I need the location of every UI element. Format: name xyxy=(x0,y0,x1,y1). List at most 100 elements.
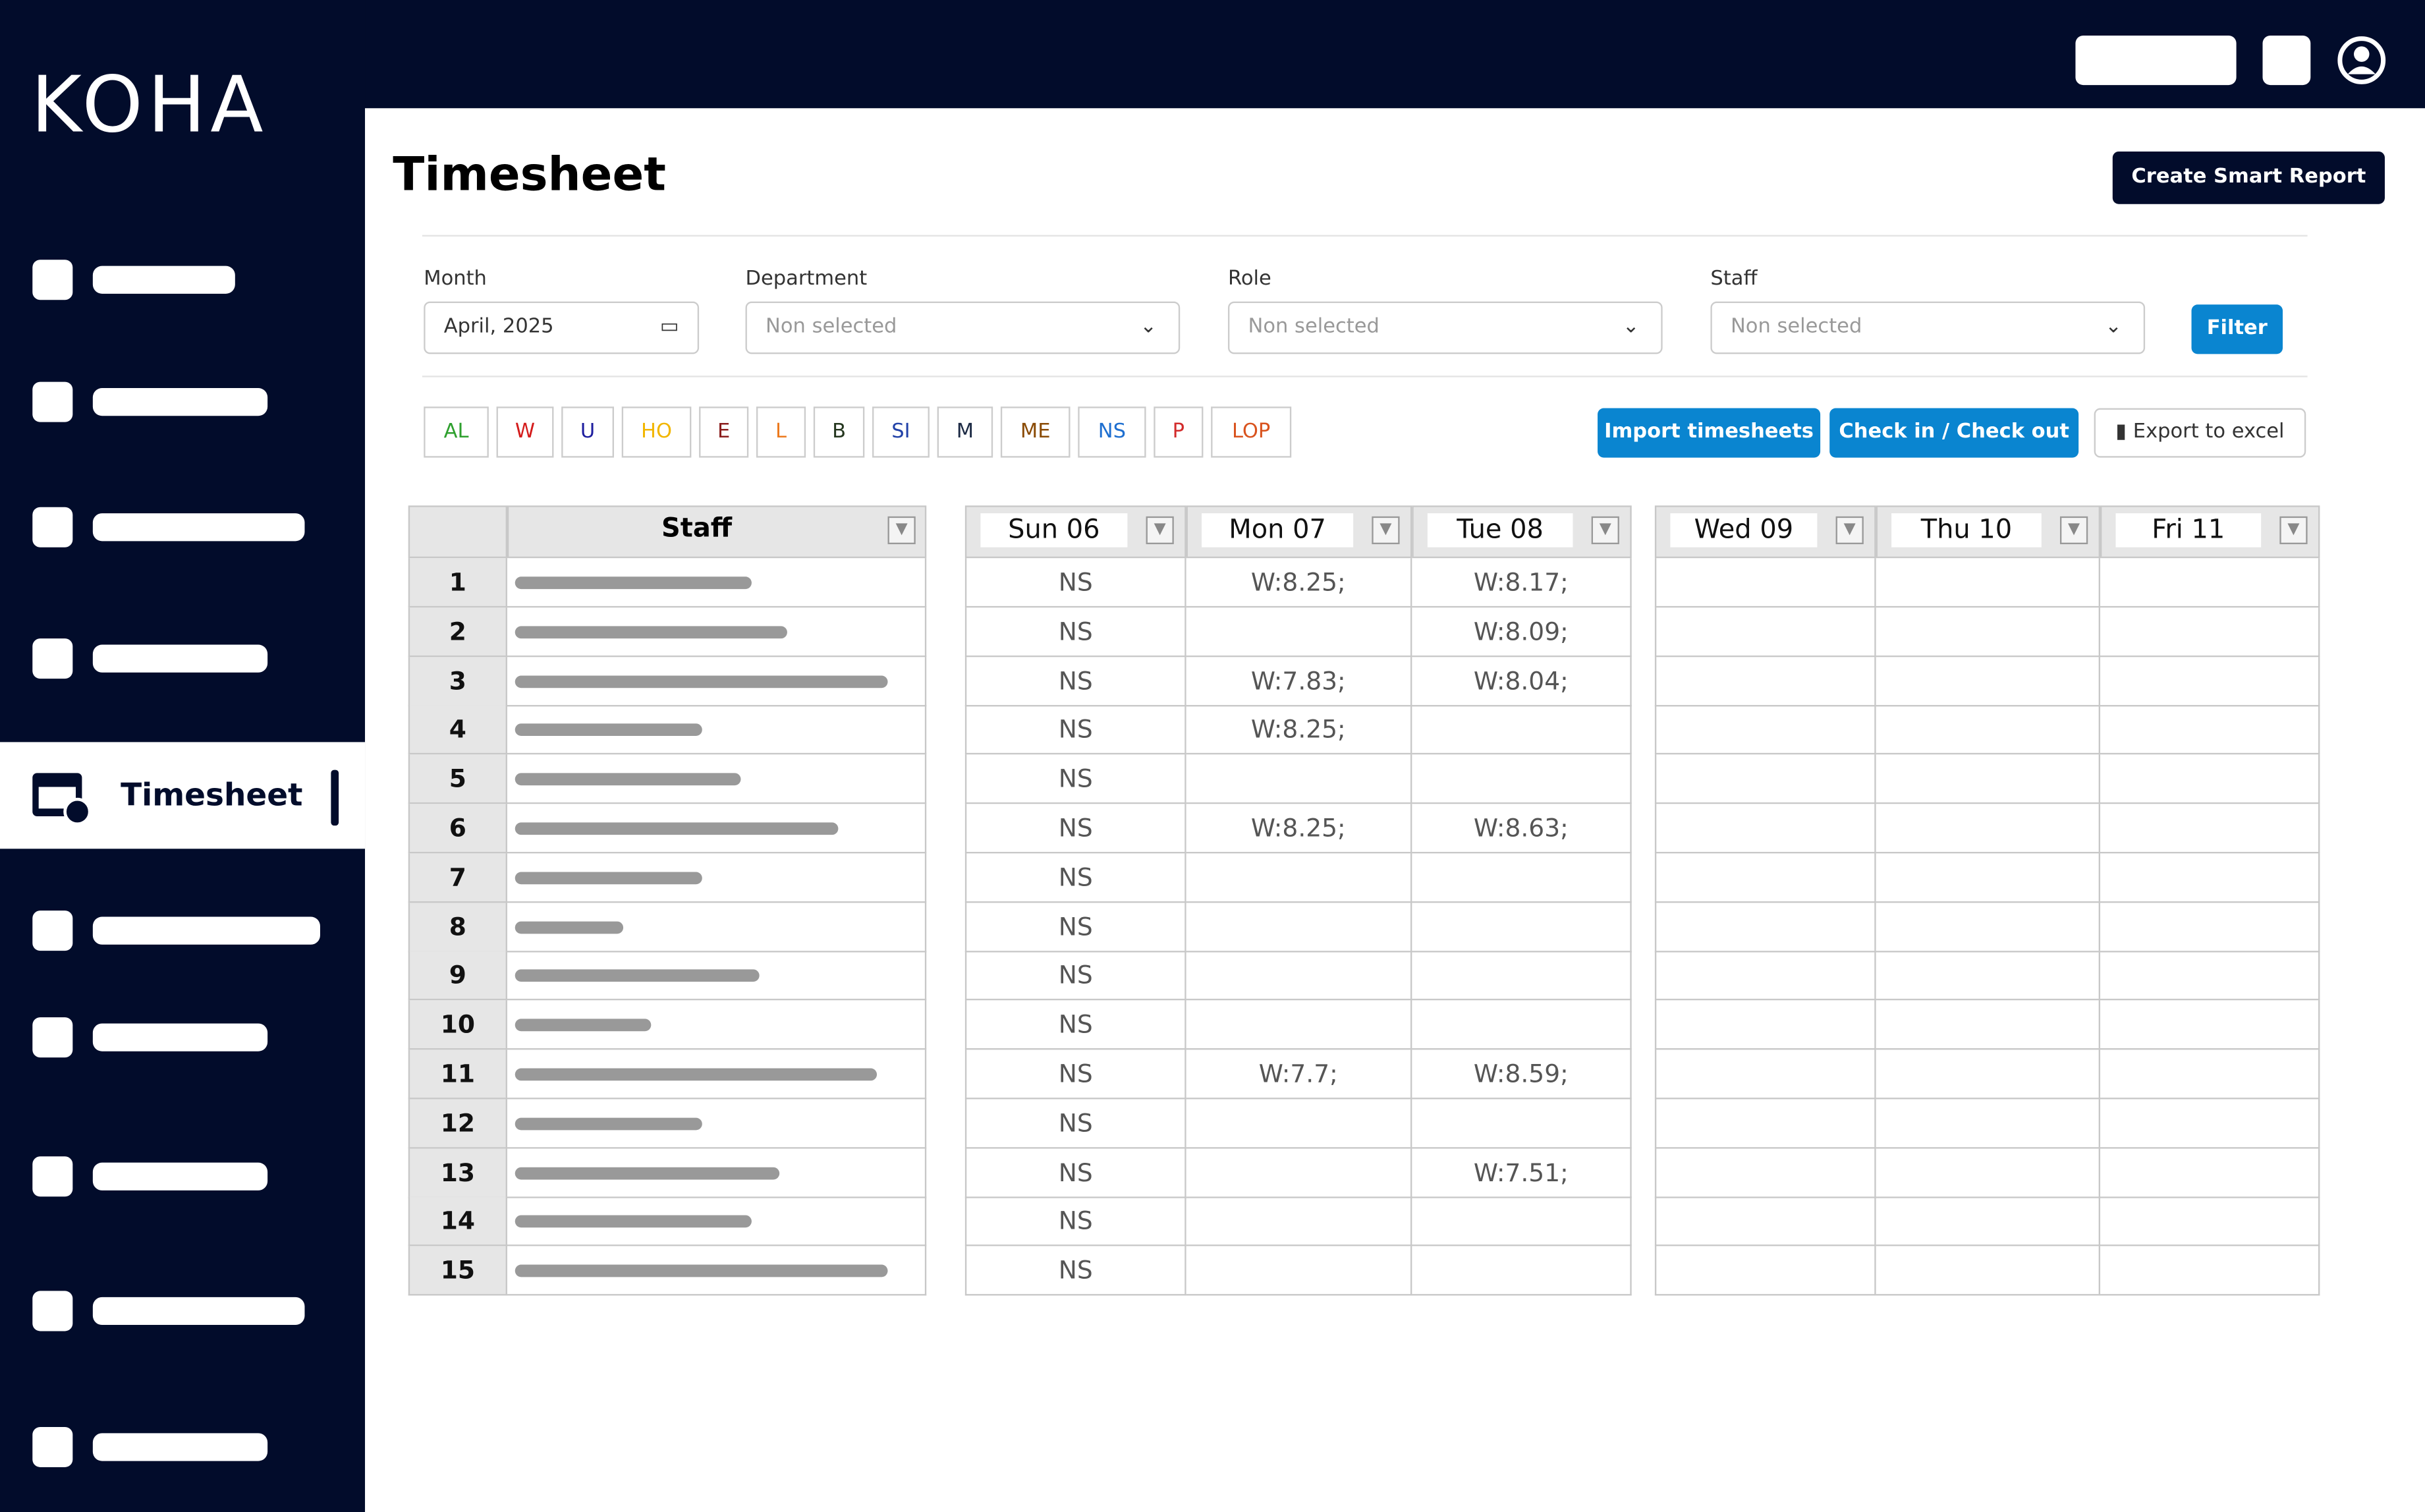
time-cell[interactable]: W:8.25; xyxy=(1186,705,1412,756)
time-cell[interactable]: NS xyxy=(964,804,1186,854)
nav-icon[interactable] xyxy=(32,1156,73,1197)
time-cell[interactable] xyxy=(2100,656,2320,706)
time-cell[interactable] xyxy=(2100,1000,2320,1050)
time-cell[interactable] xyxy=(1654,656,1876,706)
time-cell[interactable] xyxy=(1654,1000,1876,1050)
time-cell[interactable]: W:8.25; xyxy=(1186,558,1412,608)
nav-icon[interactable] xyxy=(32,1017,73,1058)
time-cell[interactable] xyxy=(1186,1000,1412,1050)
role-select[interactable]: Non selected ⌄ xyxy=(1227,301,1663,354)
nav-item[interactable] xyxy=(92,388,268,416)
time-cell[interactable]: W:8.63; xyxy=(1412,804,1632,854)
time-cell[interactable] xyxy=(1876,902,2101,952)
time-cell[interactable]: W:7.51; xyxy=(1412,1148,1632,1198)
time-cell[interactable] xyxy=(1412,1000,1632,1050)
legend-code[interactable]: U xyxy=(561,406,614,458)
filter-button[interactable]: Filter xyxy=(2191,304,2283,354)
time-cell[interactable] xyxy=(2100,1098,2320,1149)
time-cell[interactable] xyxy=(2100,558,2320,608)
time-cell[interactable] xyxy=(2100,1197,2320,1247)
time-cell[interactable] xyxy=(1876,705,2101,756)
time-cell[interactable]: W:8.04; xyxy=(1412,656,1632,706)
time-cell[interactable] xyxy=(1876,1000,2101,1050)
legend-code[interactable]: W xyxy=(496,406,554,458)
time-cell[interactable]: W:8.25; xyxy=(1186,804,1412,854)
time-cell[interactable] xyxy=(1876,558,2101,608)
time-cell[interactable] xyxy=(1654,1050,1876,1100)
time-cell[interactable]: NS xyxy=(964,1148,1186,1198)
time-cell[interactable] xyxy=(1876,754,2101,804)
top-button[interactable] xyxy=(2075,35,2237,86)
legend-code[interactable]: P xyxy=(1154,406,1204,458)
nav-icon[interactable] xyxy=(32,910,73,951)
time-cell[interactable] xyxy=(1412,1098,1632,1149)
filter-toggle[interactable]: ▼ xyxy=(1591,516,1619,545)
legend-code[interactable]: NS xyxy=(1078,406,1146,458)
filter-toggle[interactable]: ▼ xyxy=(2059,516,2088,545)
time-cell[interactable] xyxy=(1186,1246,1412,1296)
filter-toggle[interactable]: ▼ xyxy=(2279,516,2308,545)
time-cell[interactable]: NS xyxy=(964,1050,1186,1100)
legend-code[interactable]: B xyxy=(813,406,865,458)
nav-item[interactable] xyxy=(92,916,320,945)
time-cell[interactable]: NS xyxy=(964,951,1186,1001)
time-cell[interactable]: NS xyxy=(964,558,1186,608)
time-cell[interactable] xyxy=(1412,902,1632,952)
time-cell[interactable]: NS xyxy=(964,902,1186,952)
time-cell[interactable] xyxy=(2100,607,2320,657)
time-cell[interactable] xyxy=(1876,853,2101,903)
time-cell[interactable] xyxy=(1654,705,1876,756)
nav-icon[interactable] xyxy=(32,1291,73,1331)
department-select[interactable]: Non selected ⌄ xyxy=(745,301,1181,354)
legend-code[interactable]: AL xyxy=(424,406,489,458)
time-cell[interactable] xyxy=(1654,754,1876,804)
time-cell[interactable] xyxy=(1654,951,1876,1001)
time-cell[interactable] xyxy=(1654,1197,1876,1247)
import-button[interactable]: Import timesheets xyxy=(1598,408,1821,458)
nav-icon[interactable] xyxy=(32,507,73,547)
time-cell[interactable] xyxy=(1186,1148,1412,1198)
time-cell[interactable] xyxy=(1186,754,1412,804)
time-cell[interactable]: NS xyxy=(964,853,1186,903)
time-cell[interactable] xyxy=(2100,754,2320,804)
time-cell[interactable] xyxy=(2100,804,2320,854)
time-cell[interactable] xyxy=(1876,1148,2101,1198)
time-cell[interactable] xyxy=(1412,1246,1632,1296)
nav-icon[interactable] xyxy=(32,1426,73,1467)
filter-toggle[interactable]: ▼ xyxy=(1835,516,1864,545)
time-cell[interactable]: W:7.83; xyxy=(1186,656,1412,706)
time-cell[interactable] xyxy=(2100,1050,2320,1100)
time-cell[interactable] xyxy=(1876,656,2101,706)
legend-code[interactable]: ME xyxy=(1000,406,1071,458)
nav-item[interactable] xyxy=(92,1162,268,1190)
top-icon[interactable] xyxy=(2262,35,2311,86)
time-cell[interactable]: W:8.17; xyxy=(1412,558,1632,608)
time-cell[interactable] xyxy=(1186,853,1412,903)
nav-item[interactable] xyxy=(92,513,305,542)
export-button[interactable]: ▮ Export to excel xyxy=(2094,408,2306,458)
time-cell[interactable]: W:8.59; xyxy=(1412,1050,1632,1100)
time-cell[interactable] xyxy=(2100,705,2320,756)
legend-code[interactable]: L xyxy=(756,406,806,458)
time-cell[interactable] xyxy=(1876,1197,2101,1247)
nav-label[interactable]: Timesheet xyxy=(121,776,303,814)
filter-toggle[interactable]: ▼ xyxy=(1372,516,1400,545)
time-cell[interactable] xyxy=(1876,607,2101,657)
nav-item[interactable] xyxy=(92,1297,305,1326)
nav-item[interactable] xyxy=(92,266,235,294)
time-cell[interactable] xyxy=(1412,705,1632,756)
time-cell[interactable] xyxy=(1412,754,1632,804)
filter-toggle[interactable]: ▼ xyxy=(1146,516,1174,545)
time-cell[interactable] xyxy=(1412,951,1632,1001)
time-cell[interactable] xyxy=(1186,1098,1412,1149)
legend-code[interactable]: E xyxy=(699,406,749,458)
nav-item[interactable] xyxy=(92,1433,268,1461)
time-cell[interactable] xyxy=(2100,1246,2320,1296)
time-cell[interactable] xyxy=(2100,1148,2320,1198)
nav-item[interactable] xyxy=(92,1023,268,1051)
time-cell[interactable]: NS xyxy=(964,705,1186,756)
time-cell[interactable]: W:8.09; xyxy=(1412,607,1632,657)
time-cell[interactable] xyxy=(1186,951,1412,1001)
nav-item[interactable] xyxy=(92,644,268,673)
legend-code[interactable]: M xyxy=(937,406,993,458)
